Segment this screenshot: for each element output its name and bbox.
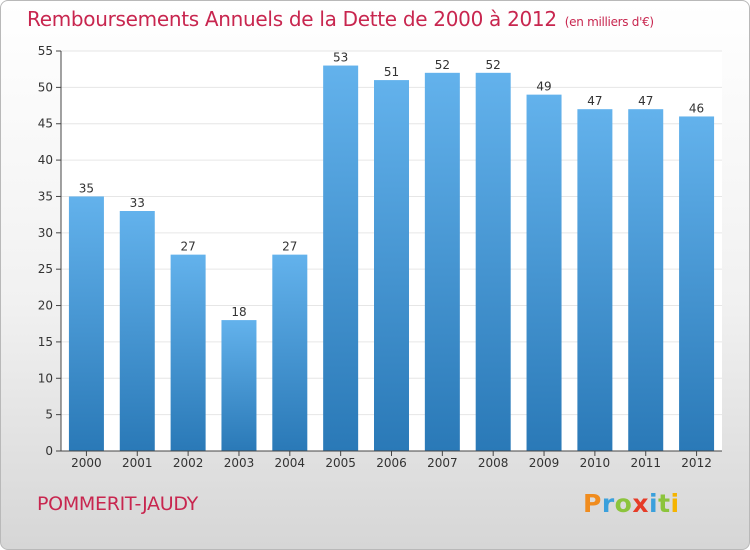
bar-2012 [679,116,715,452]
value-label: 51 [384,65,399,79]
logo-letter: t [658,489,671,518]
y-tick-label: 0 [45,444,53,458]
x-tick-label: 2012 [681,456,712,470]
x-tick-label: 2000 [71,456,102,470]
x-tick-label: 2009 [529,456,560,470]
logo-letter: P [583,489,602,518]
value-label: 18 [231,305,246,319]
value-label: 49 [536,80,551,94]
y-tick-label: 45 [38,117,53,131]
unit-note: (en milliers d'€) [564,15,654,29]
logo-letter: i [670,489,680,518]
value-label: 27 [282,240,297,254]
logo-letter: i [649,489,659,518]
value-label: 47 [638,94,653,108]
bar-2000 [68,196,104,451]
x-tick-label: 2005 [325,456,356,470]
bar-2003 [221,320,257,451]
x-tick-label: 2001 [122,456,153,470]
bar-2002 [170,254,206,451]
value-label: 52 [435,58,450,72]
bar-2006 [374,80,409,451]
value-label: 27 [180,240,195,254]
y-tick-label: 35 [38,189,53,203]
y-tick-label: 20 [38,299,53,313]
bar-2009 [526,94,562,452]
y-tick-label: 15 [38,335,53,349]
y-tick-label: 55 [38,44,53,58]
x-tick-label: 2003 [224,456,255,470]
logo-letter: x [632,489,649,518]
value-label: 46 [689,101,704,115]
y-tick-label: 10 [38,371,53,385]
bar-2008 [475,72,511,452]
bars [68,65,715,452]
y-tick-label: 25 [38,262,53,276]
y-tick-label: 50 [38,80,53,94]
bar-2005 [323,65,359,451]
value-label: 53 [333,51,348,65]
x-tick-label: 2007 [427,456,458,470]
x-tick-label: 2011 [630,456,661,470]
value-label: 35 [79,181,94,195]
city-name: POMMERIT-JAUDY [37,493,198,515]
bar-2004 [272,254,308,451]
proxiti-logo: Proxiti [583,489,680,518]
chart-title: Remboursements Annuels de la Dette de 20… [27,7,654,31]
bar-2011 [628,109,664,451]
bar-2007 [424,72,460,452]
logo-letter: r [601,489,615,518]
bar-2001 [119,211,155,451]
x-tick-label: 2006 [376,456,407,470]
value-labels: 35 33 27 18 27 53 51 52 52 49 47 47 46 [79,51,704,320]
x-tick-label: 2002 [173,456,204,470]
value-label: 52 [486,58,501,72]
y-tick-label: 40 [38,153,53,167]
x-tick-label: 2004 [275,456,306,470]
logo-letter: o [614,489,633,518]
value-label: 33 [130,196,145,210]
title-text: Remboursements Annuels de la Dette de 20… [27,7,557,31]
y-tick-label: 30 [38,226,53,240]
bar-2010 [577,109,613,451]
y-tick-label: 5 [45,408,53,422]
x-tick-label: 2010 [580,456,611,470]
axes: 0 5 10 15 20 25 30 35 40 45 50 55 2000 2001 2002 2003 20… [38,44,722,470]
value-label: 47 [587,94,602,108]
x-tick-label: 2008 [478,456,509,470]
